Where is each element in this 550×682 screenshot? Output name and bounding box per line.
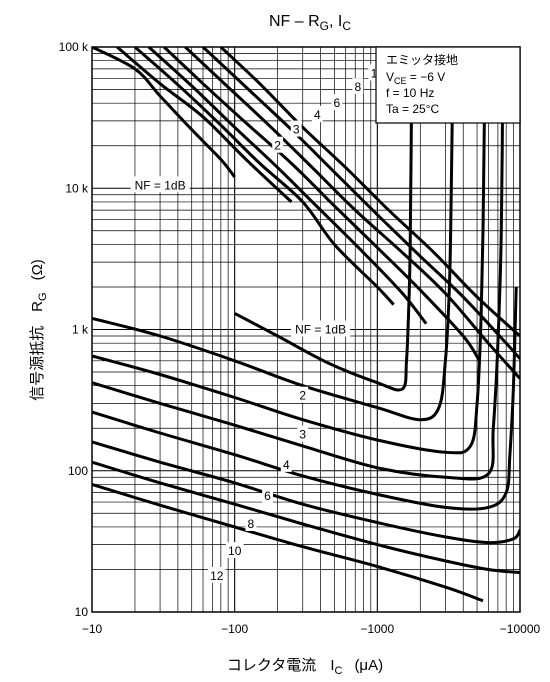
curve-label-high: 3	[293, 123, 300, 137]
curve-low-nf-3	[92, 47, 487, 455]
curve-high-nf-6	[163, 47, 481, 362]
curve-label-low: 4	[283, 458, 290, 472]
curve-low-nf-10	[92, 460, 520, 575]
y-axis-sub: G	[37, 292, 49, 301]
y-tick-label: 100	[68, 464, 88, 478]
curve-label-bg	[290, 120, 302, 137]
curve-label-bg	[297, 386, 309, 403]
x-tick-label: −1000	[360, 622, 394, 636]
condition-config: エミッタ接地	[386, 52, 458, 67]
curve-low-nf-12	[92, 482, 484, 603]
curve-label-bg	[331, 94, 343, 111]
y-tick-label: 10	[75, 605, 89, 619]
y-tick-label: 100 k	[59, 40, 89, 54]
curve-label-bg	[207, 566, 226, 583]
vce-sub: CE	[394, 76, 407, 86]
curve-high-nf-4	[147, 47, 428, 325]
conditions-frame	[375, 46, 521, 124]
x-tick-label: −10	[82, 622, 103, 636]
curve-high-nf-12	[219, 47, 520, 338]
plot-frame	[91, 46, 521, 613]
curve-label-high: 6	[333, 96, 340, 110]
curve-label-low: NF = 1dB	[295, 323, 346, 337]
y-tick-label: 1 k	[72, 323, 89, 337]
curve-label-high: 8	[354, 80, 361, 94]
conditions-box: エミッタ接地 VCE = −6 V f = 10 Hz Ta = 25°C	[375, 46, 521, 124]
x-axis-sub: C	[334, 665, 342, 677]
curve-label-low: 6	[264, 489, 271, 503]
curve-low-nf-4	[92, 47, 505, 481]
curve-label-bg	[311, 106, 323, 122]
y-tick-label: 10 k	[65, 181, 89, 195]
curve-label-low: 8	[248, 517, 255, 531]
curve-label-bg	[225, 542, 244, 559]
curve-high-nf-10	[201, 47, 520, 360]
y-axis-label: 信号源抵抗RG(Ω)	[29, 259, 49, 401]
curve-label-high: 4	[314, 108, 321, 122]
x-axis-label: コレクタ電流 IC (μA)	[227, 657, 383, 677]
curve-label-bg	[291, 320, 351, 337]
curve-high-nf-8	[184, 47, 520, 380]
curve-label-bg	[262, 487, 273, 504]
curve-label-bg	[352, 78, 364, 95]
axis-tick-labels: −10 −100 −1000 −10000 10 100 1 k 10 k 100 k	[59, 40, 541, 636]
curve-label-bg	[280, 455, 292, 472]
condition-temperature: Ta = 25°C	[386, 102, 439, 116]
curve-label-bg	[130, 176, 190, 193]
curve-label-bg	[297, 425, 309, 442]
curve-label-low: 2	[299, 389, 306, 403]
curve-label-low: 12	[210, 569, 224, 583]
condition-vce: VCE = −6 V	[386, 70, 445, 86]
title-sub-c: C	[342, 19, 351, 33]
curve-high-nf-1	[92, 47, 236, 179]
condition-frequency: f = 10 Hz	[386, 86, 434, 100]
title-sub-g: G	[320, 19, 329, 33]
curve-low-nf-2	[92, 47, 455, 422]
curve-low-nf-6	[92, 286, 518, 511]
x-tick-label: −100	[221, 622, 248, 636]
curve-label-bg	[245, 515, 257, 531]
curve-high-nf-3	[133, 47, 395, 306]
chart-title: NF – RG, IC	[269, 13, 351, 33]
curve-high-nf-2	[116, 47, 293, 203]
curve-label-high: 2	[274, 139, 281, 153]
curve-label-low: 3	[299, 428, 306, 442]
nf-curves	[92, 47, 520, 603]
curve-label-bg	[272, 136, 284, 153]
curve-label-low: 10	[228, 544, 242, 558]
curve-low-nf-8	[92, 440, 520, 545]
x-tick-label: −10000	[500, 622, 541, 636]
curve-label-high: NF = 1dB	[135, 178, 186, 192]
